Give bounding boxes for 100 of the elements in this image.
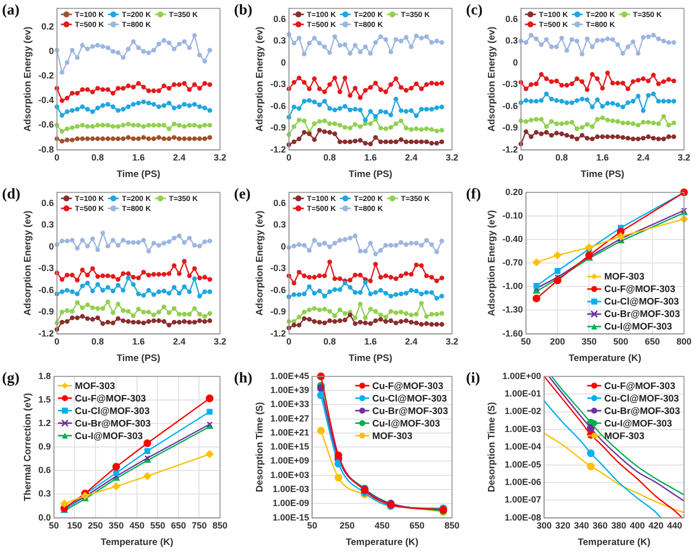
- x-tick-label: 1.6: [364, 152, 377, 163]
- y-axis-title: Adsorption Energy (ev): [254, 26, 266, 132]
- chart-title: (e): [234, 186, 251, 202]
- y-tick-label: 1.00E+03: [270, 470, 310, 480]
- legend-label: Cu-I@MOF-303: [604, 418, 672, 430]
- chart-title: (h): [234, 370, 252, 386]
- y-tick-label: 1.00E-03: [272, 484, 310, 494]
- chart-title: (g): [2, 370, 20, 386]
- y-tick-label: 0: [48, 46, 54, 56]
- legend-label: Cu-F@MOF-303: [74, 393, 146, 404]
- x-tick-label: 300: [536, 520, 552, 531]
- y-tick-label: 1.00E+45: [270, 370, 310, 381]
- x-tick-label: 2.4: [404, 336, 418, 347]
- y-tick-label: 1.00E+00: [502, 370, 542, 381]
- x-tick-label: 350: [108, 520, 124, 531]
- y-tick-label: 1.2: [38, 418, 51, 428]
- y-tick-label: -0.9: [38, 306, 54, 317]
- y-tick-label: -0.9: [502, 122, 518, 133]
- legend-label: Cu-F@MOF-303: [604, 284, 676, 296]
- x-tick-label: 850: [212, 520, 228, 531]
- y-tick-label: -1.2: [38, 328, 54, 338]
- x-tick-label: 2.4: [172, 336, 186, 347]
- y-axis-title: Desorption Time (S): [254, 402, 266, 492]
- y-tick-label: 0.3: [38, 488, 51, 499]
- y-tick-label: 1.00E-07: [504, 494, 542, 505]
- y-axis-title: Thermal Correction (eV): [22, 392, 34, 502]
- y-tick-label: 0.6: [505, 14, 518, 24]
- y-tick-label: -1.2: [270, 328, 286, 338]
- x-tick-label: 800: [676, 336, 692, 347]
- legend-label: Cu-Br@MOF-303: [74, 418, 151, 430]
- y-tick-label: 1.00E-01: [504, 388, 542, 399]
- x-axis-title: Temperature (K): [346, 536, 418, 548]
- x-tick-label: 1.6: [596, 152, 609, 163]
- x-tick-label: 750: [192, 520, 207, 531]
- x-tick-label: 250: [88, 520, 103, 531]
- x-tick-label: 380: [611, 520, 626, 531]
- y-tick-label: 0.2: [41, 21, 54, 32]
- x-tick-label: 150: [67, 520, 82, 531]
- y-tick-label: 1.00E+27: [270, 413, 310, 424]
- x-axis-title: Temperature (K): [578, 536, 650, 548]
- y-axis-title: Adsorption Energy (ev): [486, 26, 498, 132]
- y-tick-label: 1.00E-03: [504, 424, 542, 434]
- x-tick-label: 1.6: [132, 152, 145, 163]
- legend-label: MOF-303: [604, 430, 644, 442]
- legend-label: Cu-Cl@MOF-303: [74, 406, 150, 417]
- chart-title: (b): [234, 2, 252, 18]
- y-tick-label: 1.00E+33: [270, 399, 310, 410]
- x-tick-label: 0.8: [91, 336, 104, 347]
- x-axis-title: Temperature (K): [568, 352, 642, 364]
- x-tick-label: 550: [150, 520, 166, 531]
- legend-label: Cu-Br@MOF-303: [604, 406, 680, 417]
- x-tick-label: 500: [613, 336, 628, 347]
- x-tick-label: 250: [340, 520, 355, 531]
- y-tick-label: 1.8: [38, 370, 51, 381]
- legend-label: Cu-I@MOF-303: [74, 430, 143, 442]
- y-tick-label: -0.70: [502, 258, 523, 268]
- y-tick-label: 0.6: [273, 198, 286, 208]
- y-tick-label: 0.0: [38, 512, 51, 522]
- y-tick-label: 0: [280, 57, 286, 68]
- x-tick-label: 3.2: [678, 152, 690, 163]
- x-tick-label: 850: [444, 520, 460, 531]
- y-tick-label: 0.3: [273, 220, 286, 230]
- y-tick-label: -1.00: [502, 281, 523, 292]
- x-axis-title: Time (PS): [348, 352, 392, 364]
- y-tick-label: -0.3: [38, 263, 54, 274]
- x-tick-label: 650: [410, 520, 425, 531]
- y-tick-label: -0.10: [502, 210, 523, 220]
- y-tick-label: 0.9: [38, 442, 51, 452]
- x-tick-label: 3.2: [214, 336, 226, 347]
- y-tick-label: 0.3: [273, 36, 286, 46]
- y-tick-label: -0.6: [270, 100, 286, 111]
- y-tick-label: -0.9: [270, 122, 286, 133]
- legend-label: Cu-Br@MOF-303: [372, 406, 448, 417]
- y-tick-label: 1.00E+09: [270, 456, 310, 466]
- x-tick-label: 400: [630, 520, 645, 531]
- y-axis-title: Adsorption Energy (ev): [254, 210, 266, 316]
- x-tick-label: 320: [555, 520, 570, 531]
- x-tick-label: 450: [129, 520, 144, 531]
- x-tick-label: 50: [48, 520, 59, 531]
- x-tick-label: 50: [520, 336, 531, 347]
- x-axis-title: Time (PS): [116, 168, 160, 180]
- y-tick-label: 1.00E-04: [504, 442, 542, 452]
- legend-label: Cu-F@MOF-303: [604, 380, 676, 392]
- y-tick-label: -0.3: [502, 79, 518, 90]
- y-tick-label: 1.00E-06: [504, 476, 542, 487]
- y-tick-label: 0.6: [38, 465, 51, 476]
- x-tick-label: 3.2: [446, 336, 458, 347]
- y-axis-title: Adsorption Energy (ev): [22, 26, 34, 132]
- x-tick-label: 360: [592, 520, 608, 531]
- x-tick-label: 0.8: [323, 152, 336, 163]
- y-tick-label: -1.2: [502, 144, 518, 154]
- y-tick-label: -0.3: [270, 79, 286, 90]
- y-axis-title: Adsorption Energy (ev): [22, 210, 34, 316]
- chart-title: (i): [466, 370, 480, 386]
- x-axis-title: Temperature (K): [100, 536, 174, 548]
- y-tick-label: 1.00E-08: [504, 512, 542, 522]
- x-tick-label: 50: [307, 520, 318, 531]
- x-tick-label: 2.4: [636, 152, 650, 163]
- legend-label: Cu-Cl@MOF-303: [604, 393, 679, 404]
- y-tick-label: 0: [280, 241, 286, 252]
